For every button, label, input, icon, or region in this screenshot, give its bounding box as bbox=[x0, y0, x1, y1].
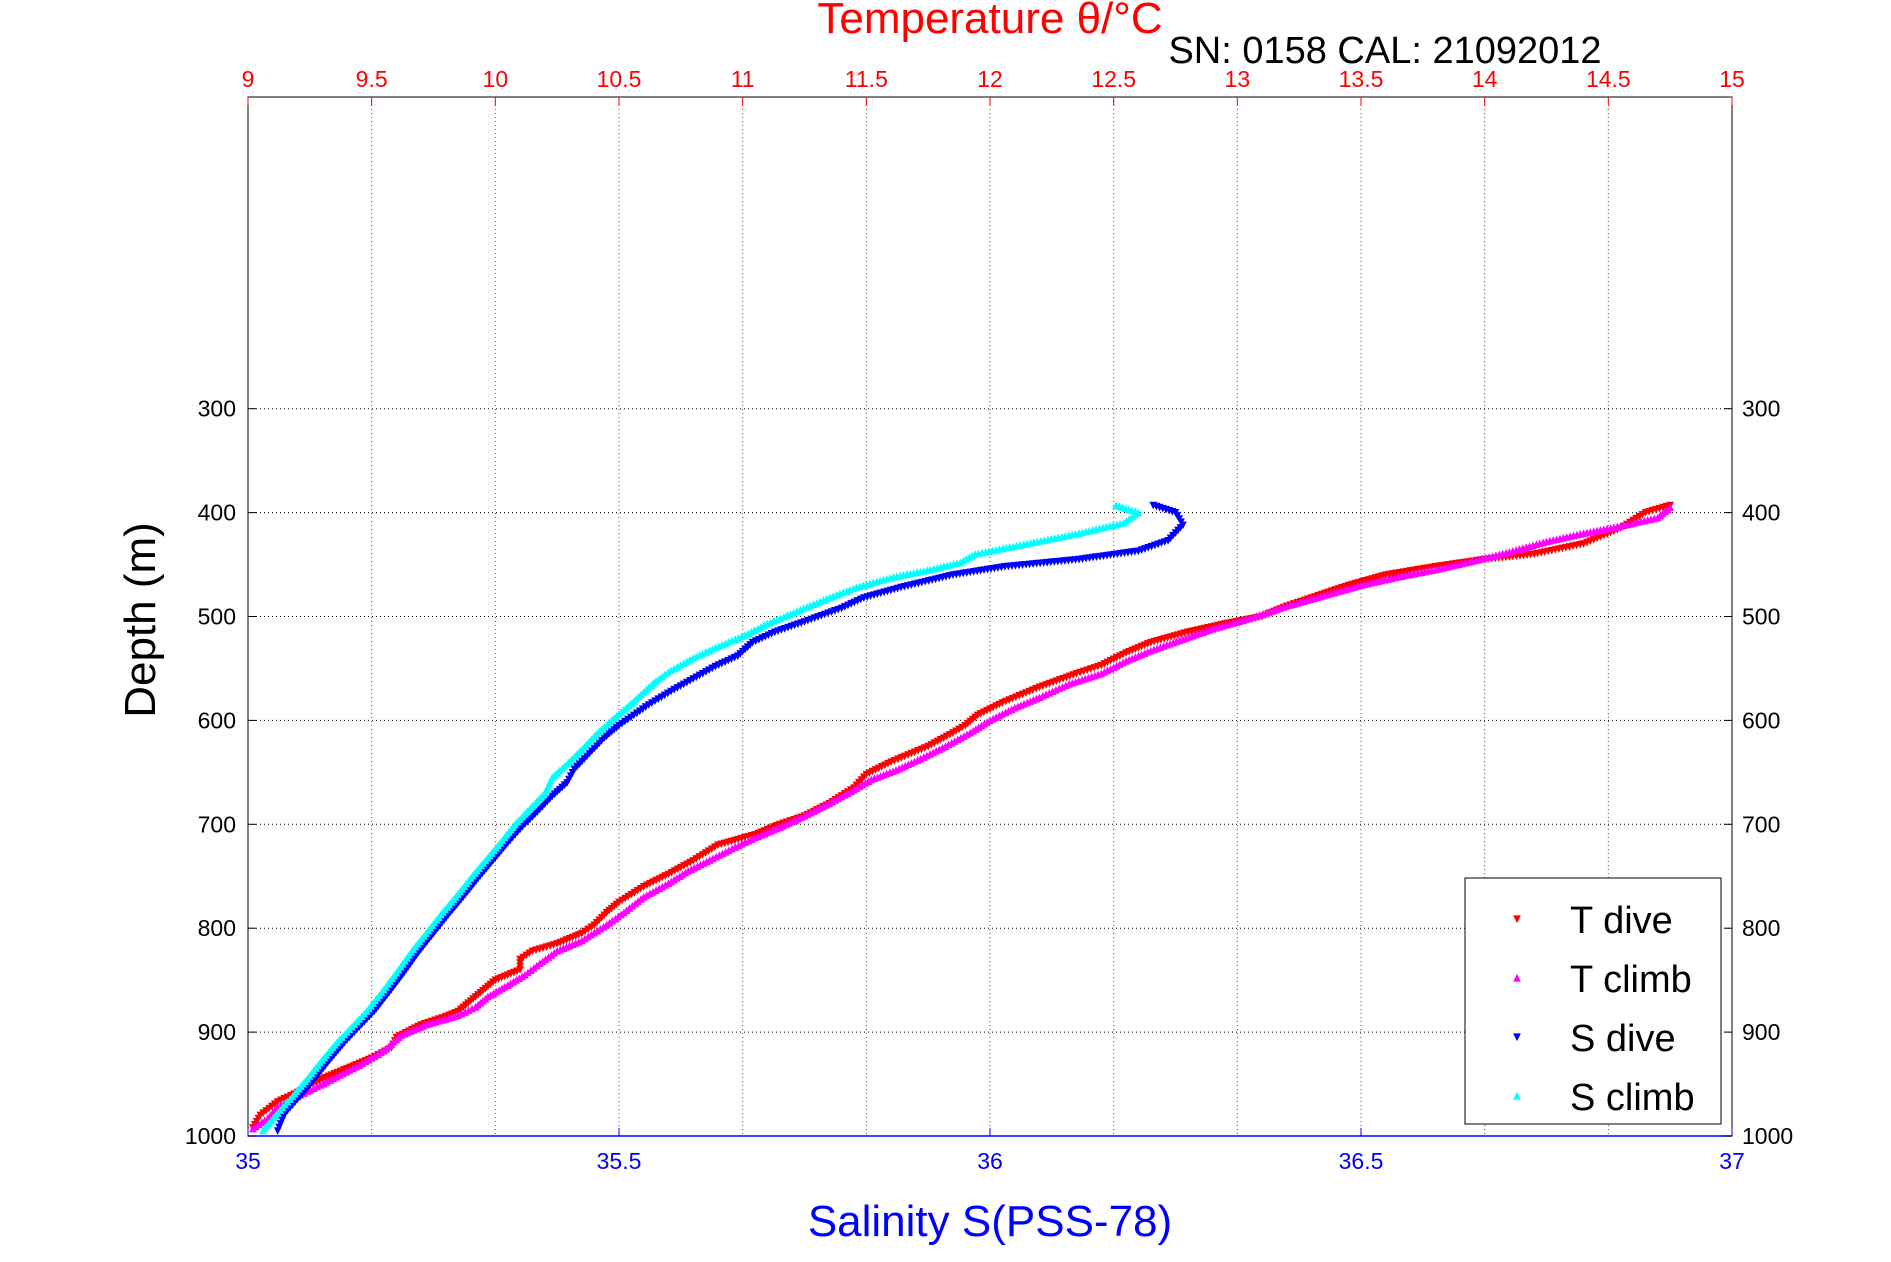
top-tick-label: 13 bbox=[1225, 66, 1251, 92]
bottom-tick-label: 37 bbox=[1719, 1148, 1745, 1174]
left-tick-label: 700 bbox=[198, 811, 236, 837]
legend-label: S dive bbox=[1570, 1018, 1676, 1060]
legend-box bbox=[1464, 877, 1722, 1125]
left-tick-label: 800 bbox=[198, 915, 236, 941]
y-axis-label: Depth (m) bbox=[116, 522, 165, 718]
right-tick-label: 800 bbox=[1742, 915, 1780, 941]
chart-title: Temperature θ/°C bbox=[817, 0, 1162, 43]
top-tick-label: 11 bbox=[731, 66, 755, 92]
right-tick-label: 900 bbox=[1742, 1019, 1780, 1045]
top-tick-label: 15 bbox=[1719, 66, 1745, 92]
legend-marker bbox=[1513, 973, 1521, 982]
bottom-tick-label: 36 bbox=[977, 1148, 1003, 1174]
legend-label: T dive bbox=[1570, 900, 1673, 942]
right-tick-label: 500 bbox=[1742, 604, 1780, 630]
x-axis-label: Salinity S(PSS-78) bbox=[808, 1197, 1172, 1246]
data-point bbox=[1112, 501, 1120, 509]
chart-subtitle: SN: 0158 CAL: 21092012 bbox=[1168, 30, 1601, 72]
bottom-tick-label: 35 bbox=[235, 1148, 261, 1174]
series-layer bbox=[249, 501, 1675, 1135]
left-tick-label: 600 bbox=[198, 707, 236, 733]
legend: T dive T climb S dive S climb bbox=[1464, 877, 1722, 1125]
right-axis-ticks: 300 400 500 600 700 800 900 1000 bbox=[1724, 396, 1793, 1149]
left-tick-label: 900 bbox=[198, 1019, 236, 1045]
right-tick-label: 400 bbox=[1742, 500, 1780, 526]
legend-marker bbox=[1513, 1091, 1521, 1100]
bottom-tick-label: 36.5 bbox=[1339, 1148, 1384, 1174]
top-tick-label: 13.5 bbox=[1339, 66, 1384, 92]
top-tick-label: 10.5 bbox=[597, 66, 642, 92]
left-tick-label: 500 bbox=[198, 604, 236, 630]
legend-label: T climb bbox=[1570, 959, 1692, 1001]
right-tick-label: 700 bbox=[1742, 811, 1780, 837]
bottom-tick-label: 35.5 bbox=[597, 1148, 642, 1174]
top-tick-label: 12.5 bbox=[1091, 66, 1136, 92]
top-tick-label: 14 bbox=[1472, 66, 1498, 92]
data-point bbox=[273, 1127, 282, 1135]
left-tick-label: 300 bbox=[198, 396, 236, 422]
left-axis-ticks: 300 400 500 600 700 800 900 1000 bbox=[185, 396, 256, 1149]
series-t-climb bbox=[249, 503, 1675, 1133]
top-axis-ticks: 9 9.5 10 10.5 11 11.5 12 12.5 13 13.5 14 14.5 15 bbox=[242, 66, 1745, 105]
left-tick-label: 400 bbox=[198, 500, 236, 526]
legend-marker bbox=[1513, 1033, 1521, 1042]
top-tick-label: 11.5 bbox=[845, 66, 888, 92]
series-s-climb bbox=[258, 501, 1143, 1135]
right-tick-label: 300 bbox=[1742, 396, 1780, 422]
left-tick-label: 1000 bbox=[185, 1123, 236, 1149]
data-point bbox=[1666, 503, 1675, 512]
right-tick-label: 600 bbox=[1742, 707, 1780, 733]
legend-marker bbox=[1513, 915, 1521, 924]
bottom-axis-ticks: 35 35.5 36 36.5 37 bbox=[235, 1128, 1745, 1174]
right-tick-label: 1000 bbox=[1742, 1123, 1793, 1149]
top-tick-label: 9.5 bbox=[356, 66, 388, 92]
top-tick-label: 12 bbox=[977, 66, 1003, 92]
top-tick-label: 14.5 bbox=[1586, 66, 1631, 92]
top-tick-label: 10 bbox=[483, 66, 509, 92]
legend-label: S climb bbox=[1570, 1077, 1695, 1119]
top-tick-label: 9 bbox=[242, 66, 255, 92]
